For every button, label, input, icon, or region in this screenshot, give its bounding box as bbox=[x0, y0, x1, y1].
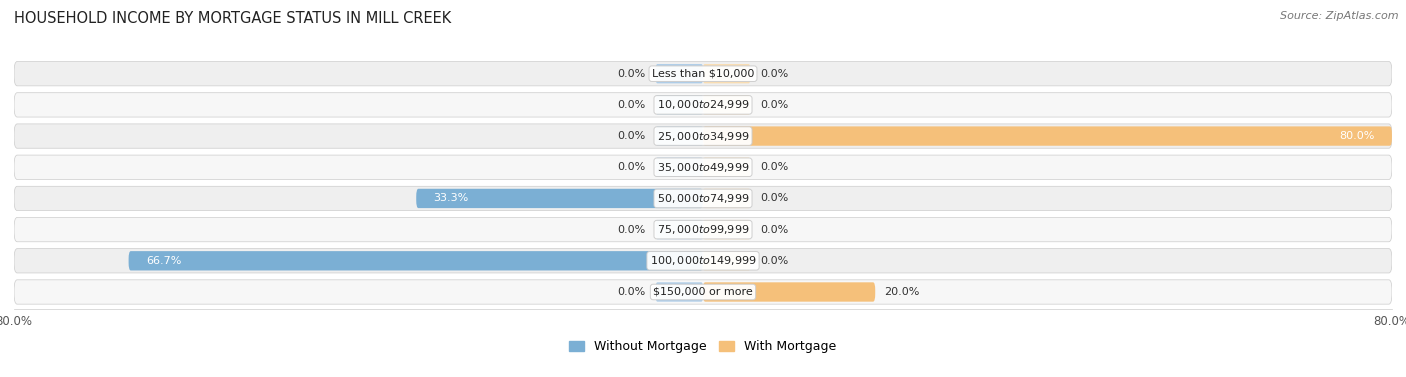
Text: $75,000 to $99,999: $75,000 to $99,999 bbox=[657, 223, 749, 236]
FancyBboxPatch shape bbox=[14, 186, 1392, 211]
Text: $35,000 to $49,999: $35,000 to $49,999 bbox=[657, 161, 749, 174]
Text: 0.0%: 0.0% bbox=[761, 193, 789, 204]
Text: 0.0%: 0.0% bbox=[617, 225, 645, 234]
FancyBboxPatch shape bbox=[703, 126, 1392, 146]
FancyBboxPatch shape bbox=[14, 93, 1392, 117]
FancyBboxPatch shape bbox=[703, 220, 751, 239]
FancyBboxPatch shape bbox=[655, 282, 703, 302]
FancyBboxPatch shape bbox=[655, 158, 703, 177]
FancyBboxPatch shape bbox=[703, 64, 751, 83]
FancyBboxPatch shape bbox=[416, 189, 703, 208]
FancyBboxPatch shape bbox=[703, 95, 751, 115]
FancyBboxPatch shape bbox=[14, 249, 1392, 273]
Text: Less than $10,000: Less than $10,000 bbox=[652, 69, 754, 79]
FancyBboxPatch shape bbox=[655, 64, 703, 83]
Text: $100,000 to $149,999: $100,000 to $149,999 bbox=[650, 254, 756, 267]
Text: 0.0%: 0.0% bbox=[617, 287, 645, 297]
FancyBboxPatch shape bbox=[14, 61, 1392, 86]
Text: 20.0%: 20.0% bbox=[884, 287, 920, 297]
Text: $25,000 to $34,999: $25,000 to $34,999 bbox=[657, 130, 749, 143]
FancyBboxPatch shape bbox=[703, 158, 751, 177]
FancyBboxPatch shape bbox=[655, 95, 703, 115]
FancyBboxPatch shape bbox=[14, 280, 1392, 304]
Text: 33.3%: 33.3% bbox=[433, 193, 468, 204]
Text: 0.0%: 0.0% bbox=[617, 162, 645, 172]
Text: 0.0%: 0.0% bbox=[761, 100, 789, 110]
FancyBboxPatch shape bbox=[655, 126, 703, 146]
Text: 0.0%: 0.0% bbox=[617, 69, 645, 79]
FancyBboxPatch shape bbox=[128, 251, 703, 270]
Text: 0.0%: 0.0% bbox=[761, 69, 789, 79]
FancyBboxPatch shape bbox=[14, 124, 1392, 148]
FancyBboxPatch shape bbox=[703, 189, 751, 208]
Text: 0.0%: 0.0% bbox=[761, 256, 789, 266]
FancyBboxPatch shape bbox=[703, 282, 875, 302]
FancyBboxPatch shape bbox=[703, 251, 751, 270]
FancyBboxPatch shape bbox=[655, 220, 703, 239]
Text: 0.0%: 0.0% bbox=[617, 100, 645, 110]
Text: 0.0%: 0.0% bbox=[761, 225, 789, 234]
Text: 66.7%: 66.7% bbox=[146, 256, 181, 266]
Text: 80.0%: 80.0% bbox=[1340, 131, 1375, 141]
FancyBboxPatch shape bbox=[14, 155, 1392, 179]
Text: 0.0%: 0.0% bbox=[761, 162, 789, 172]
Text: $150,000 or more: $150,000 or more bbox=[654, 287, 752, 297]
FancyBboxPatch shape bbox=[14, 218, 1392, 242]
Text: $10,000 to $24,999: $10,000 to $24,999 bbox=[657, 98, 749, 111]
Text: 0.0%: 0.0% bbox=[617, 131, 645, 141]
Text: HOUSEHOLD INCOME BY MORTGAGE STATUS IN MILL CREEK: HOUSEHOLD INCOME BY MORTGAGE STATUS IN M… bbox=[14, 11, 451, 26]
Legend: Without Mortgage, With Mortgage: Without Mortgage, With Mortgage bbox=[564, 336, 842, 359]
Text: $50,000 to $74,999: $50,000 to $74,999 bbox=[657, 192, 749, 205]
Text: Source: ZipAtlas.com: Source: ZipAtlas.com bbox=[1281, 11, 1399, 21]
